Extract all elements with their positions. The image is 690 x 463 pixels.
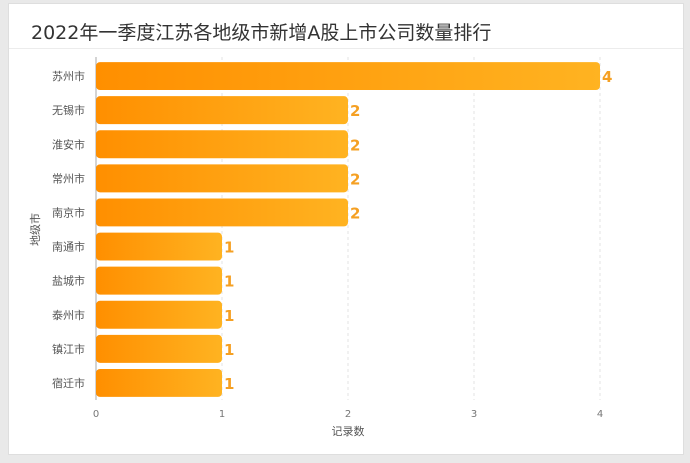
bar[interactable] [96,198,348,227]
y-axis-title: 地级市 [28,213,42,246]
value-label: 1 [224,307,234,325]
bar[interactable] [96,232,222,261]
value-label: 4 [602,68,612,86]
title-divider [9,48,683,49]
chart-card: 2022年一季度江苏各地级市新增A股上市公司数量排行 0 1 2 3 4 苏州市 4 无锡市 2… [8,3,684,455]
bar[interactable] [96,300,222,329]
value-label: 1 [224,273,234,291]
x-axis-title: 记录数 [332,425,365,438]
value-label: 2 [350,204,360,222]
bar[interactable] [96,334,222,363]
x-tick-label: 2 [345,409,351,420]
x-tick-label: 3 [471,409,477,420]
category-label: 南京市 [52,205,85,219]
value-label: 2 [350,136,360,154]
bar[interactable] [96,96,348,125]
category-label: 南通市 [52,240,85,254]
x-tick-label: 0 [93,409,99,420]
chart-title: 2022年一季度江苏各地级市新增A股上市公司数量排行 [31,22,492,44]
category-label: 宿迁市 [52,376,85,390]
bar[interactable] [96,130,348,159]
value-label: 1 [224,375,234,393]
x-tick-label: 1 [219,409,225,420]
bar-chart: 0 1 2 3 4 苏州市 4 无锡市 2 淮安市 2 常州市 2 南京市 2 南通市 1 盐城市 1 泰州市 1 镇江市… [28,57,612,438]
labels: 0 1 2 3 4 苏州市 4 无锡市 2 淮安市 2 常州市 2 南京市 2 南通市 1 盐城市 1 泰州市 1 镇江市… [52,68,612,420]
category-label: 盐城市 [52,274,85,288]
category-label: 常州市 [52,171,85,185]
value-label: 1 [224,341,234,359]
bar[interactable] [96,368,222,397]
bar[interactable] [96,164,348,193]
category-label: 淮安市 [52,137,85,151]
category-label: 泰州市 [52,308,85,322]
value-label: 2 [350,170,360,188]
value-label: 1 [224,239,234,257]
bar[interactable] [96,266,222,295]
category-label: 镇江市 [52,342,85,356]
category-label: 苏州市 [52,69,85,83]
bars [96,62,600,397]
x-tick-label: 4 [597,409,603,420]
category-label: 无锡市 [52,103,85,117]
bar[interactable] [96,62,600,91]
value-label: 2 [350,102,360,120]
